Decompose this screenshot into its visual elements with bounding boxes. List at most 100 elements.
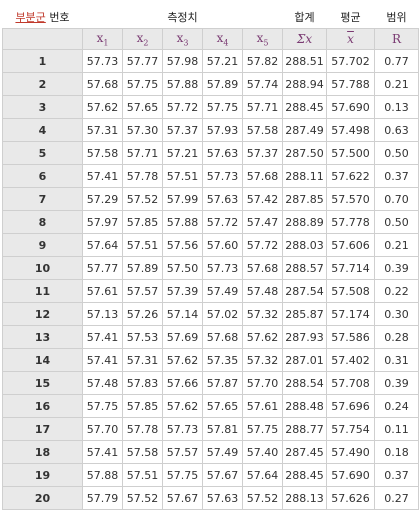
table-row: 7 57.29 57.52 57.99 57.63 57.42 287.85 57.570 0.… <box>2 187 419 211</box>
table-row: 6 57.41 57.78 57.51 57.73 57.68 288.11 57.622 0.… <box>2 164 419 188</box>
table-row: 16 57.75 57.85 57.62 57.65 57.61 288.48 57.696 0… <box>2 394 419 418</box>
table-cell: 57.72 <box>242 233 283 257</box>
table-cell: 57.64 <box>242 463 283 487</box>
table-cell: 57.74 <box>242 72 283 96</box>
table-cell: 287.54 <box>282 279 327 303</box>
row-index: 8 <box>2 210 83 234</box>
table-cell: 57.65 <box>122 95 163 119</box>
table-cell: 57.31 <box>82 118 123 142</box>
table-cell: 57.88 <box>162 72 203 96</box>
row-index: 10 <box>2 256 83 280</box>
table-cell: 57.40 <box>242 440 283 464</box>
table-cell: 57.68 <box>242 256 283 280</box>
table-cell: 57.72 <box>162 95 203 119</box>
table-cell: 287.49 <box>282 118 327 142</box>
table-cell: 0.30 <box>374 302 419 326</box>
row-index: 12 <box>2 302 83 326</box>
table-row: 4 57.31 57.30 57.37 57.93 57.58 287.49 57.498 0.… <box>2 118 419 142</box>
table-row: 20 57.79 57.52 57.67 57.63 57.52 288.13 57.626 0… <box>2 486 419 510</box>
table-cell: 57.26 <box>122 302 163 326</box>
table-cell: 0.50 <box>374 141 419 165</box>
col-sum: Σx <box>282 28 327 50</box>
table-cell: 57.14 <box>162 302 203 326</box>
table-cell: 57.82 <box>242 49 283 73</box>
table-cell: 57.70 <box>242 371 283 395</box>
table-cell: 0.11 <box>374 417 419 441</box>
col-x1: x1 <box>82 28 123 50</box>
table-cell: 57.78 <box>122 164 163 188</box>
table-cell: 57.79 <box>82 486 123 510</box>
table-cell: 57.586 <box>326 325 375 349</box>
table-cell: 57.89 <box>202 72 243 96</box>
index-col-header <box>2 28 83 50</box>
table-cell: 0.37 <box>374 463 419 487</box>
table-cell: 57.85 <box>122 210 163 234</box>
table-cell: 57.13 <box>82 302 123 326</box>
row-index: 16 <box>2 394 83 418</box>
table-cell: 288.45 <box>282 463 327 487</box>
table-cell: 57.64 <box>82 233 123 257</box>
table-cell: 57.68 <box>202 325 243 349</box>
row-index: 2 <box>2 72 83 96</box>
table-cell: 57.89 <box>122 256 163 280</box>
range-header-link[interactable]: 범위 <box>386 11 407 24</box>
row-index: 6 <box>2 164 83 188</box>
row-index: 1 <box>2 49 83 73</box>
row-index: 3 <box>2 95 83 119</box>
table-cell: 57.754 <box>326 417 375 441</box>
subgroup-link[interactable]: 부분군 <box>15 11 46 24</box>
col-x3: x3 <box>162 28 203 50</box>
table-cell: 57.60 <box>202 233 243 257</box>
table-cell: 57.65 <box>202 394 243 418</box>
table-row: 15 57.48 57.83 57.66 57.87 57.70 288.54 57.708 0… <box>2 371 419 395</box>
table-cell: 57.31 <box>122 348 163 372</box>
table-cell: 0.13 <box>374 95 419 119</box>
subgroup-number-header: 부분군 번호 <box>3 6 83 29</box>
table-cell: 57.53 <box>122 325 163 349</box>
row-index: 13 <box>2 325 83 349</box>
table-cell: 288.45 <box>282 95 327 119</box>
table-cell: 57.41 <box>82 164 123 188</box>
table-cell: 0.70 <box>374 187 419 211</box>
table-cell: 57.52 <box>122 187 163 211</box>
table-cell: 57.788 <box>326 72 375 96</box>
table-cell: 57.57 <box>122 279 163 303</box>
table-cell: 57.30 <box>122 118 163 142</box>
table-row: 14 57.41 57.31 57.62 57.35 57.32 287.01 57.402 0… <box>2 348 419 372</box>
table-cell: 57.498 <box>326 118 375 142</box>
mean-header-link[interactable]: 평균 <box>340 11 361 24</box>
table-cell: 288.48 <box>282 394 327 418</box>
table-cell: 57.75 <box>202 95 243 119</box>
row-index: 15 <box>2 371 83 395</box>
row-index: 19 <box>2 463 83 487</box>
table-cell: 287.45 <box>282 440 327 464</box>
table-cell: 57.63 <box>202 141 243 165</box>
table-cell: 0.21 <box>374 72 419 96</box>
table-row: 5 57.58 57.71 57.21 57.63 57.37 287.50 57.500 0.… <box>2 141 419 165</box>
table-cell: 57.52 <box>242 486 283 510</box>
table-cell: 57.61 <box>82 279 123 303</box>
row-index: 4 <box>2 118 83 142</box>
table-cell: 57.71 <box>122 141 163 165</box>
table-cell: 57.62 <box>242 325 283 349</box>
table-row: 18 57.41 57.58 57.57 57.49 57.40 287.45 57.490 0… <box>2 440 419 464</box>
table-cell: 57.75 <box>122 72 163 96</box>
table-cell: 57.99 <box>162 187 203 211</box>
table-cell: 57.51 <box>122 463 163 487</box>
table-cell: 287.01 <box>282 348 327 372</box>
table-row: 1 57.73 57.77 57.98 57.21 57.82 288.51 57.702 0.… <box>2 49 419 73</box>
table-cell: 57.37 <box>162 118 203 142</box>
table-cell: 57.402 <box>326 348 375 372</box>
table-row: 3 57.62 57.65 57.72 57.75 57.71 288.45 57.690 0.… <box>2 95 419 119</box>
table-cell: 57.73 <box>202 256 243 280</box>
table-cell: 57.87 <box>202 371 243 395</box>
table-cell: 0.28 <box>374 325 419 349</box>
row-index: 11 <box>2 279 83 303</box>
table-cell: 0.24 <box>374 394 419 418</box>
table-cell: 57.32 <box>242 302 283 326</box>
table-cell: 57.68 <box>82 72 123 96</box>
row-index: 20 <box>2 486 83 510</box>
table-cell: 57.71 <box>242 95 283 119</box>
sum-header: 합계 <box>294 11 315 24</box>
table-cell: 57.52 <box>122 486 163 510</box>
